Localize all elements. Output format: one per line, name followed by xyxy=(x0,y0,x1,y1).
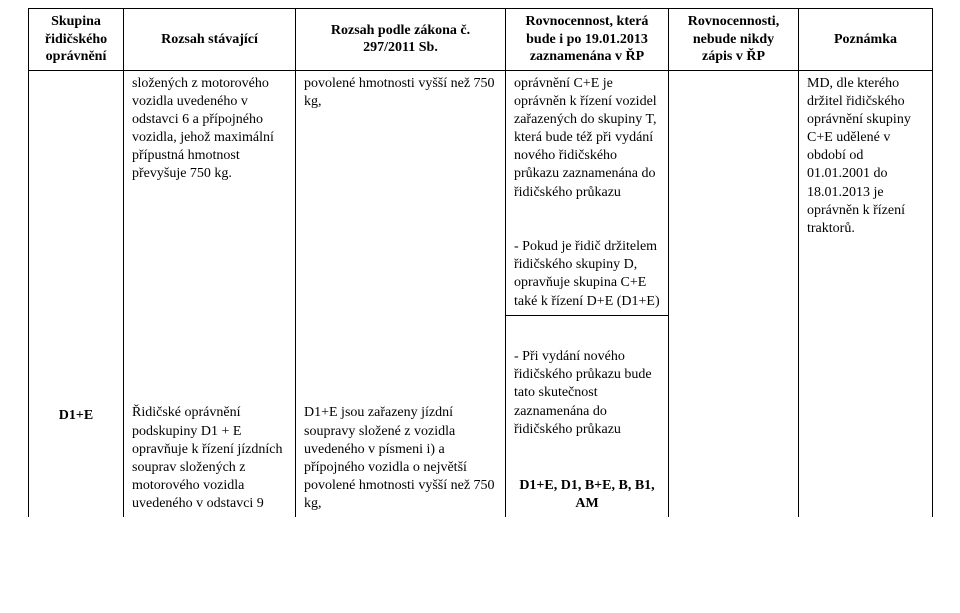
header-skupina: Skupina řidičského oprávnění xyxy=(29,9,124,71)
cell-rovnocennosti-nebude xyxy=(669,70,799,315)
cell-rozsah-zakon-d1e: D1+E jsou zařazeny jízdní soupravy slože… xyxy=(296,315,506,517)
header-rozsah-zakon: Rozsah podle zákona č. 297/2011 Sb. xyxy=(296,9,506,71)
page: Skupina řidičského oprávnění Rozsah stáv… xyxy=(0,0,960,613)
cell-rovnocennosti-nebude-d1e xyxy=(669,315,799,517)
cell-rozsah-stavajici-d1e: Řidičské oprávnění podskupiny D1 + E opr… xyxy=(124,315,296,517)
header-row: Skupina řidičského oprávnění Rozsah stáv… xyxy=(29,9,933,71)
table-body: složených z motorového vozidla uvedeného… xyxy=(29,70,933,517)
table-row: D1+E Řidičské oprávnění podskupiny D1 + … xyxy=(29,315,933,517)
equiv-d1e-note: - Při vydání nového řidičského průkazu b… xyxy=(514,348,660,439)
cell-skupina-d1e: D1+E xyxy=(29,315,124,517)
cell-equiv-text-1: oprávnění C+E je oprávněn k řízení vozid… xyxy=(506,70,669,206)
header-poznamka: Poznámka xyxy=(799,9,933,71)
table-row: složených z motorového vozidla uvedeného… xyxy=(29,70,933,206)
equivalence-table: Skupina řidičského oprávnění Rozsah stáv… xyxy=(28,8,933,517)
cell-skupina xyxy=(29,70,124,315)
header-rovnocennosti-nebude: Rovnocennosti, nebude nikdy zápis v ŘP xyxy=(669,9,799,71)
cell-equiv-text-2: - Pokud je řidič držitelem řidičského sk… xyxy=(506,206,669,315)
cell-poznamka: MD, dle kterého držitel řidičského opráv… xyxy=(799,70,933,315)
equiv-note-d: - Pokud je řidič držitelem řidičského sk… xyxy=(514,238,660,311)
header-rovnocennost-rp: Rovnocennost, která bude i po 19.01.2013… xyxy=(506,9,669,71)
cell-rozsah-stavajici: složených z motorového vozidla uvedeného… xyxy=(124,70,296,315)
cell-rozsah-zakon: povolené hmotnosti vyšší než 750 kg, xyxy=(296,70,506,315)
cell-poznamka-d1e xyxy=(799,315,933,517)
cell-equiv-d1e: - Při vydání nového řidičského průkazu b… xyxy=(506,315,669,517)
equiv-d1e-codes: D1+E, D1, B+E, B, B1, AM xyxy=(514,477,660,513)
header-rozsah-stavajici: Rozsah stávající xyxy=(124,9,296,71)
table-header: Skupina řidičského oprávnění Rozsah stáv… xyxy=(29,9,933,71)
